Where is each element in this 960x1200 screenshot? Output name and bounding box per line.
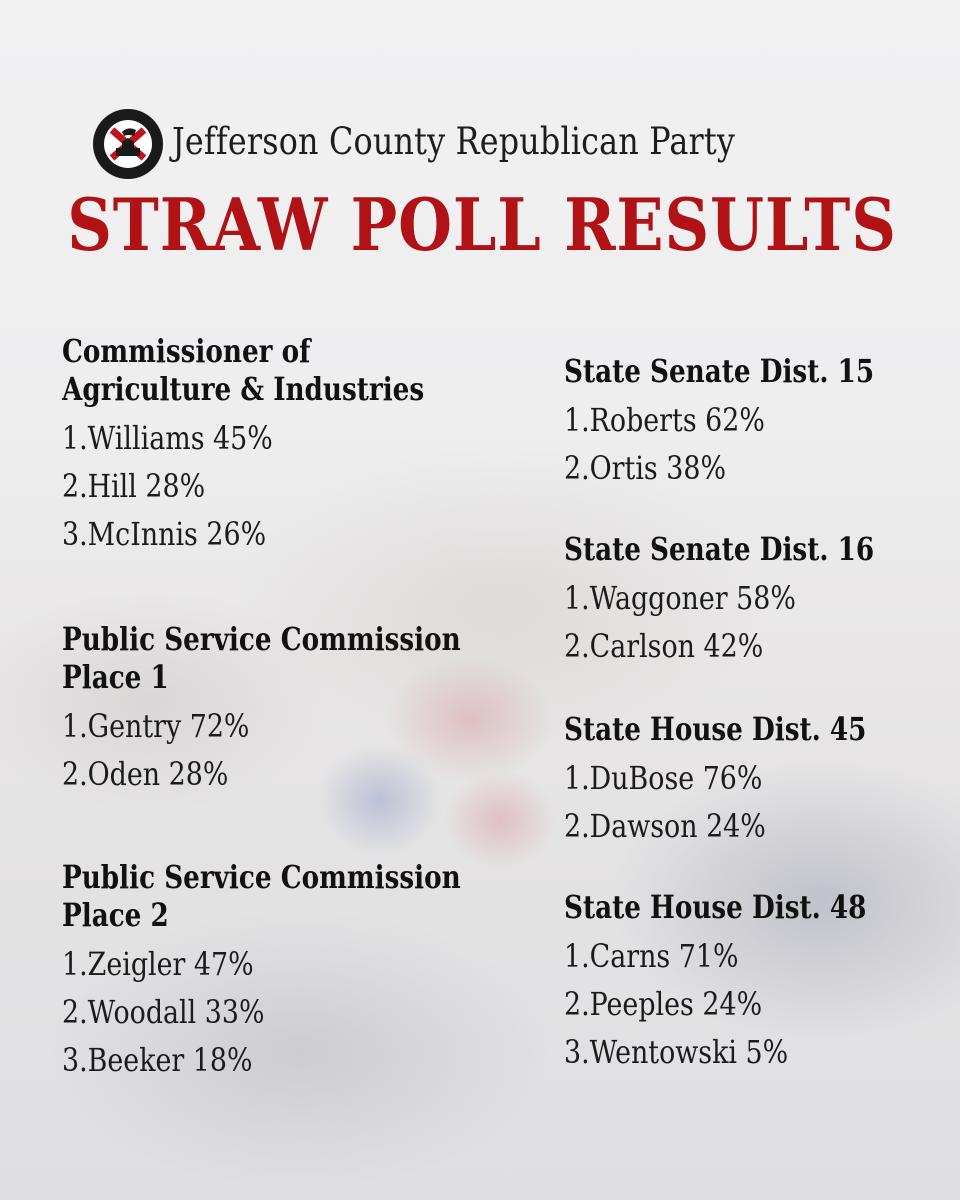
race-state-house-45: State House Dist. 45 1.DuBose 76% 2.Daws… bbox=[564, 710, 933, 850]
page-title: STRAW POLL RESULTS bbox=[67, 182, 897, 267]
results-list: 1.Carns 71% 2.Peeples 24% 3.Wentowski 5% bbox=[564, 932, 933, 1076]
race-state-house-48: State House Dist. 48 1.Carns 71% 2.Peepl… bbox=[564, 888, 933, 1076]
race-title: Commissioner of bbox=[62, 332, 311, 370]
list-item: 1.Gentry 72% bbox=[62, 707, 250, 745]
results-list: 1.Williams 45% 2.Hill 28% 3.McInnis 26% bbox=[62, 414, 504, 558]
race-title: Agriculture & Industries bbox=[62, 370, 425, 408]
list-item: 2.Ortis 38% bbox=[564, 449, 727, 487]
race-title: State Senate Dist. 16 bbox=[564, 530, 875, 568]
race-title: State Senate Dist. 15 bbox=[564, 352, 875, 390]
list-item: 2.Dawson 24% bbox=[564, 807, 766, 845]
header: Jefferson County Republican Party STRAW … bbox=[0, 100, 960, 270]
results-list: 1.Zeigler 47% 2.Woodall 33% 3.Beeker 18% bbox=[62, 940, 548, 1084]
race-title: Place 1 bbox=[62, 658, 169, 696]
list-item: 2.Peeples 24% bbox=[564, 985, 763, 1023]
race-title: Public Service Commission bbox=[62, 858, 461, 896]
race-title: State House Dist. 48 bbox=[564, 888, 867, 926]
race-title: Place 2 bbox=[62, 896, 169, 934]
list-item: 2.Hill 28% bbox=[62, 467, 206, 505]
list-item: 2.Woodall 33% bbox=[62, 993, 265, 1031]
list-item: 3.Beeker 18% bbox=[62, 1041, 253, 1079]
list-item: 2.Oden 28% bbox=[62, 755, 229, 793]
race-psc-place-2: Public Service Commission Place 2 1.Zeig… bbox=[62, 858, 548, 1084]
race-state-senate-16: State Senate Dist. 16 1.Waggoner 58% 2.C… bbox=[564, 530, 942, 670]
list-item: 3.Wentowski 5% bbox=[564, 1033, 789, 1071]
org-name: Jefferson County Republican Party bbox=[172, 120, 736, 163]
list-item: 1.Zeigler 47% bbox=[62, 945, 254, 983]
list-item: 1.Roberts 62% bbox=[564, 401, 765, 439]
list-item: 1.DuBose 76% bbox=[564, 759, 763, 797]
list-item: 2.Carlson 42% bbox=[564, 627, 764, 665]
race-commissioner-agriculture: Commissioner of Agriculture & Industries… bbox=[62, 332, 504, 558]
race-title: Public Service Commission bbox=[62, 620, 461, 658]
race-psc-place-1: Public Service Commission Place 1 1.Gent… bbox=[62, 620, 548, 798]
list-item: 1.Carns 71% bbox=[564, 937, 739, 975]
party-seal-icon bbox=[93, 109, 163, 179]
race-state-senate-15: State Senate Dist. 15 1.Roberts 62% 2.Or… bbox=[564, 352, 942, 492]
results-list: 1.Waggoner 58% 2.Carlson 42% bbox=[564, 574, 942, 670]
list-item: 1.Williams 45% bbox=[62, 419, 273, 457]
results-list: 1.Gentry 72% 2.Oden 28% bbox=[62, 702, 548, 798]
results-list: 1.Roberts 62% 2.Ortis 38% bbox=[564, 396, 942, 492]
race-title: State House Dist. 45 bbox=[564, 710, 867, 748]
list-item: 3.McInnis 26% bbox=[62, 515, 267, 553]
list-item: 1.Waggoner 58% bbox=[564, 579, 796, 617]
results-list: 1.DuBose 76% 2.Dawson 24% bbox=[564, 754, 933, 850]
